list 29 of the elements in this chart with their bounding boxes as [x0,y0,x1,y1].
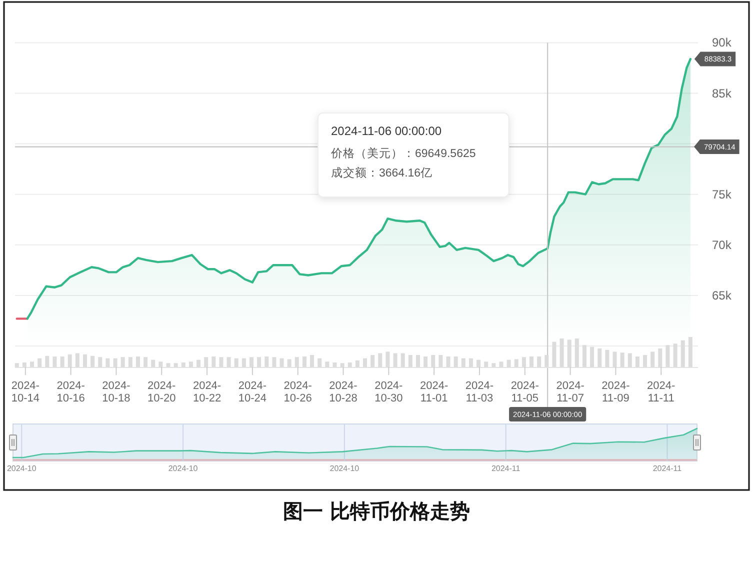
x-tick-label: 2024-11-11 [647,380,676,404]
x-tick-label: 2024-10-14 [11,380,40,404]
y-tick-label: 65k [712,288,732,302]
x-tick-label: 2024-10 [330,464,360,473]
annotation: 成交额：3664.16亿 [331,166,433,180]
annotation: 2024-11-06 00:00:00 [331,124,442,138]
text: 图一 比特币价格走势 [283,499,470,523]
x-tick-label: 2024-11-05 [510,380,540,404]
x-tick-label: 2024-10-30 [374,380,404,404]
x-tick-label: 2024-10-22 [192,380,222,404]
y-tick-label: 90k [712,36,732,50]
x-tick-label: 2024-11 [652,464,682,473]
x-tick-label: 2024-10-18 [102,380,131,404]
y-tick-label: 85k [712,86,732,100]
x-tick-label: 2024-10-16 [56,380,86,404]
x-tick-label: 2024-11-03 [465,380,494,404]
x-tick-label: 2024-10-28 [329,380,358,404]
x-tick-label: 2024-10-24 [238,380,267,404]
x-tick-label: 2024-10 [168,464,198,473]
x-tick-label: 2024-11-07 [556,380,585,404]
x-tick-label: 2024-11-01 [420,380,448,404]
x-tick-label: 2024-10 [6,464,37,473]
y-tick-label: 75k [712,187,732,202]
annotation: 价格（美元）：69649.5625 [330,146,476,160]
x-tick-label: 2024-10-26 [284,380,312,404]
x-tick-label: 2024-11 [491,464,521,473]
x-tick-label: 2024-11-09 [602,380,630,404]
y-tick-label: 70k [712,238,732,252]
x-tick-label: 2024-10-20 [148,380,176,404]
